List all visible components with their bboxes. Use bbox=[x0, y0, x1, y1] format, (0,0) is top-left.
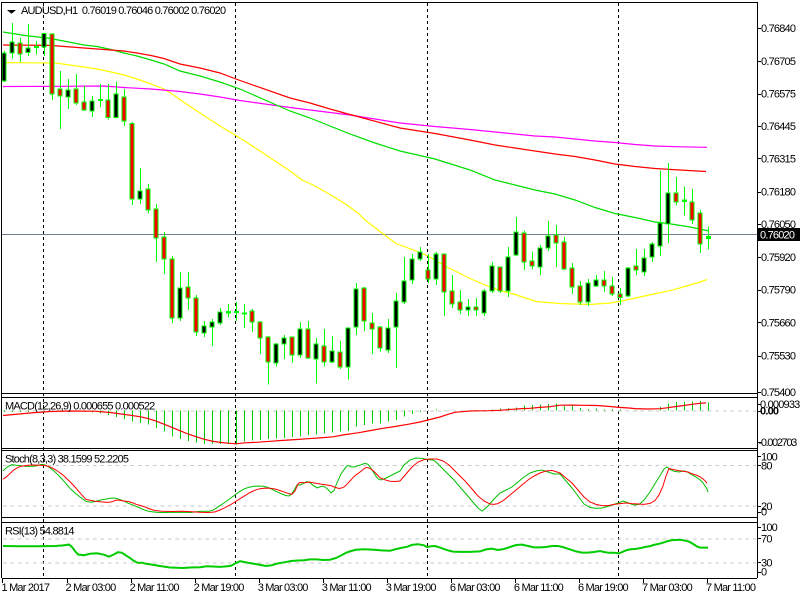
svg-text:3 Mar 19:00: 3 Mar 19:00 bbox=[386, 582, 437, 594]
svg-text:2 Mar 19:00: 2 Mar 19:00 bbox=[194, 582, 245, 594]
svg-text:0.76705: 0.76705 bbox=[761, 56, 796, 68]
svg-text:0.76315: 0.76315 bbox=[761, 154, 796, 166]
svg-text:7 Mar 03:00: 7 Mar 03:00 bbox=[642, 582, 693, 594]
svg-text:RSI(13) 54.8814: RSI(13) 54.8814 bbox=[5, 526, 74, 538]
svg-text:-0.002703: -0.002703 bbox=[759, 437, 798, 449]
svg-text:80: 80 bbox=[761, 461, 772, 473]
svg-text:6 Mar 11:00: 6 Mar 11:00 bbox=[514, 582, 564, 594]
svg-text:7 Mar 11:00: 7 Mar 11:00 bbox=[706, 582, 756, 594]
svg-text:0.75660: 0.75660 bbox=[761, 318, 796, 330]
svg-text:3 Mar 03:00: 3 Mar 03:00 bbox=[258, 582, 309, 594]
svg-text:2 Mar 11:00: 2 Mar 11:00 bbox=[130, 582, 180, 594]
svg-text:100: 100 bbox=[761, 452, 778, 464]
svg-text:0.75530: 0.75530 bbox=[761, 351, 796, 363]
svg-text:70: 70 bbox=[761, 534, 772, 546]
svg-text:20: 20 bbox=[761, 501, 772, 513]
svg-text:AUDUSD,H1 0.76019 0.76046 0.7: AUDUSD,H1 0.76019 0.76046 0.76002 0.7602… bbox=[21, 5, 226, 17]
svg-text:MACD(12,26,9) 0.000655 0.00052: MACD(12,26,9) 0.000655 0.000522 bbox=[5, 401, 155, 413]
svg-text:100: 100 bbox=[761, 522, 778, 534]
svg-text:0: 0 bbox=[761, 507, 767, 519]
svg-text:6 Mar 19:00: 6 Mar 19:00 bbox=[578, 582, 629, 594]
svg-text:0: 0 bbox=[761, 567, 767, 579]
svg-text:0.76840: 0.76840 bbox=[761, 23, 796, 35]
svg-text:0.75790: 0.75790 bbox=[761, 285, 796, 297]
svg-text:0.75400: 0.75400 bbox=[761, 387, 796, 399]
svg-text:2 Mar 03:00: 2 Mar 03:00 bbox=[66, 582, 117, 594]
svg-text:0.76445: 0.76445 bbox=[761, 121, 796, 133]
svg-text:0.75920: 0.75920 bbox=[761, 252, 796, 264]
svg-text:0.00: 0.00 bbox=[760, 406, 779, 418]
svg-text:1 Mar 2017: 1 Mar 2017 bbox=[2, 582, 50, 594]
svg-text:0.76180: 0.76180 bbox=[761, 187, 796, 199]
svg-text:3 Mar 11:00: 3 Mar 11:00 bbox=[322, 582, 372, 594]
svg-text:30: 30 bbox=[761, 558, 772, 570]
svg-text:0.76575: 0.76575 bbox=[761, 89, 796, 101]
svg-text:0.000933: 0.000933 bbox=[760, 399, 800, 411]
svg-text:0.76020: 0.76020 bbox=[760, 230, 795, 242]
svg-text:Stoch(8,3,3) 38.1599 52.2205: Stoch(8,3,3) 38.1599 52.2205 bbox=[5, 454, 129, 466]
svg-text:6 Mar 03:00: 6 Mar 03:00 bbox=[450, 582, 501, 594]
